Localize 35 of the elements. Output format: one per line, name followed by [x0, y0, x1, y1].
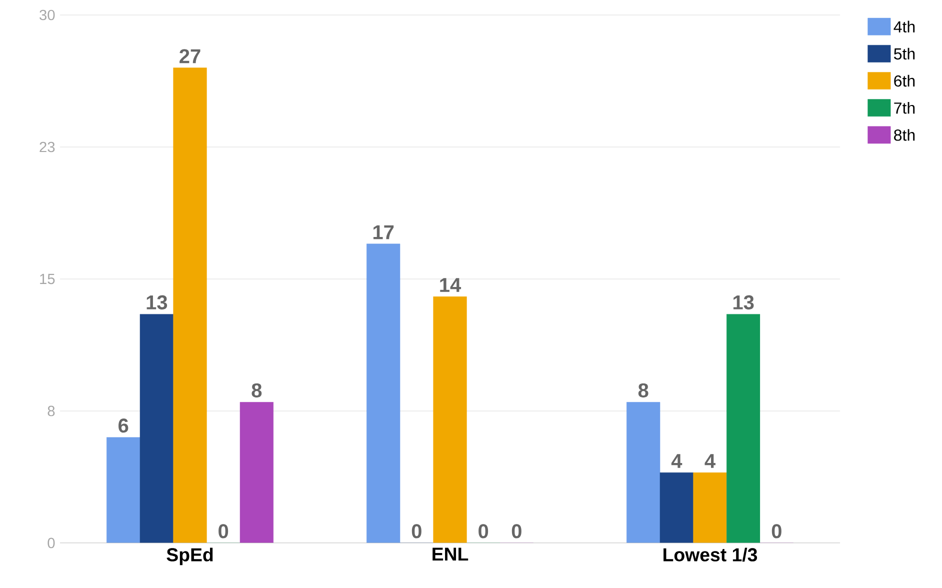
- legend-label: 5th: [894, 48, 915, 60]
- data-label: 0: [218, 524, 228, 538]
- x-tick-label: SpEd: [166, 548, 213, 566]
- x-tick-label: ENL: [432, 548, 468, 561]
- bar: [140, 314, 174, 543]
- data-label: 13: [146, 295, 168, 310]
- data-label: 0: [772, 524, 782, 538]
- data-label: 0: [478, 524, 488, 538]
- y-tick-label: 8: [48, 406, 55, 416]
- data-label: 17: [373, 225, 394, 240]
- bar: [726, 314, 760, 543]
- data-label: 8: [638, 383, 648, 398]
- x-tick-label: Lowest 1/3: [664, 548, 758, 562]
- bar: [660, 472, 694, 543]
- bar: [626, 402, 660, 543]
- legend-label: 7th: [894, 102, 915, 114]
- data-label: 27: [180, 49, 200, 64]
- y-tick-label: 0: [48, 538, 55, 548]
- y-tick-label: 23: [40, 142, 55, 152]
- bar: [240, 402, 274, 543]
- legend-label: 8th: [894, 129, 915, 141]
- data-label: 4: [671, 454, 682, 468]
- data-label: 0: [412, 524, 422, 538]
- bar: [106, 437, 140, 543]
- data-label: 4: [704, 454, 716, 468]
- bar: [366, 244, 400, 543]
- data-label: 0: [512, 524, 522, 538]
- data-label: 8: [252, 383, 262, 398]
- legend-label: 4th: [894, 20, 915, 32]
- data-label: 6: [118, 418, 128, 433]
- data-label: 14: [440, 278, 462, 292]
- y-tick-label: 15: [40, 274, 55, 284]
- data-label: 13: [733, 295, 754, 310]
- legend-label: 6th: [894, 74, 915, 87]
- y-tick-label: 30: [40, 10, 55, 20]
